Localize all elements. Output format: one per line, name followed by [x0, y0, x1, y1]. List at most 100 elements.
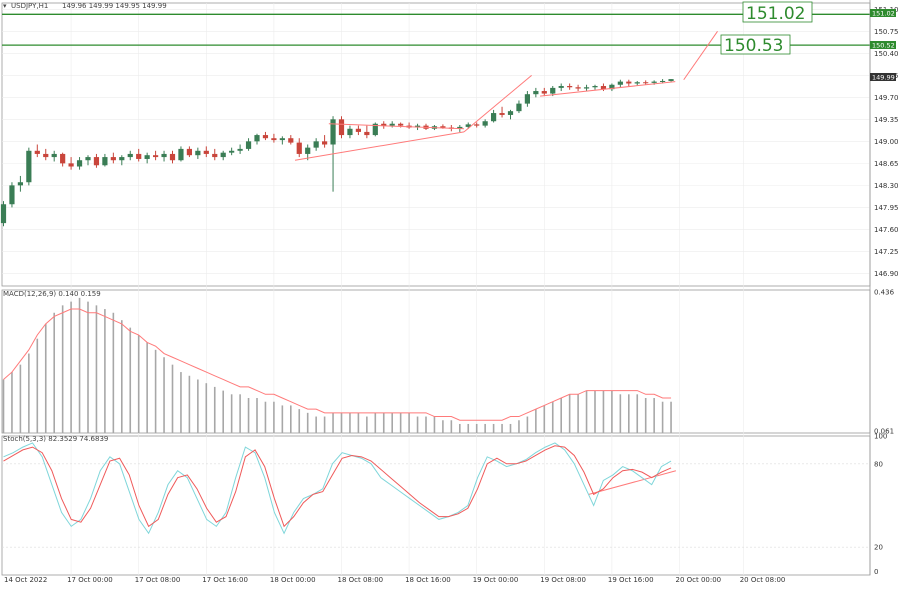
candles-layer [0, 79, 674, 227]
candle-body [85, 157, 91, 161]
y-tick-label: 147.25 [874, 248, 899, 256]
candle-body [634, 82, 640, 84]
y-tick-label: 148.65 [874, 160, 899, 168]
candle-body [541, 91, 547, 94]
candle-body [110, 157, 116, 161]
level-label-lower: 150.53 [720, 34, 791, 56]
candle-body [178, 148, 184, 161]
stoch-trendline[interactable] [588, 470, 677, 495]
candle-body [440, 126, 446, 128]
candle-body [364, 131, 370, 136]
candle-body [51, 153, 57, 158]
candle-body [600, 86, 607, 90]
stoch-y-tick-label: 20 [874, 544, 883, 552]
candle-body [9, 185, 15, 205]
stoch-legend: Stoch(5,3,3) 82.3529 74.6839 [3, 435, 108, 443]
candle-body [338, 119, 345, 136]
candle-body [322, 141, 328, 145]
price-trendline[interactable] [294, 131, 465, 161]
candle-body [262, 135, 269, 139]
y-tick-label: 149.70 [874, 94, 899, 102]
stoch-y-tick-label: 80 [874, 460, 883, 468]
candle-body [491, 113, 497, 122]
candle-body [0, 204, 7, 224]
level-label-lower-text: 150.53 [724, 36, 783, 56]
candle-body [651, 81, 657, 83]
candle-body [482, 121, 488, 126]
stoch-layer [2, 442, 870, 548]
price-trendline[interactable] [463, 74, 532, 133]
stoch-y-tick-label: 0 [874, 568, 878, 576]
x-tick-label: 19 Oct 08:00 [540, 576, 586, 584]
y-tick-label: 148.30 [874, 182, 899, 190]
candle-body [355, 128, 361, 132]
candle-body [524, 94, 530, 104]
candle-body [26, 150, 32, 183]
price-trendline[interactable] [328, 123, 465, 130]
candle-body [381, 123, 387, 126]
macd-signal-line [3, 308, 672, 421]
candle-body [254, 135, 260, 142]
candle-body [347, 128, 353, 136]
candle-body [102, 157, 108, 166]
grid-layer [1, 2, 871, 576]
candle-body [372, 123, 378, 136]
candle-body [245, 141, 252, 149]
candle-body [465, 124, 471, 127]
candle-body [161, 153, 167, 158]
candle-body [195, 150, 201, 156]
price-trendline[interactable] [540, 81, 676, 97]
candle-body [169, 153, 176, 161]
stoch-d-line [3, 445, 672, 528]
x-tick-label: 18 Oct 00:00 [270, 576, 316, 584]
x-tick-label: 14 Oct 2022 [4, 576, 47, 584]
symbol-dropdown-icon[interactable]: ▾ [3, 2, 7, 10]
symbol-label: USDJPY,H1 [11, 2, 48, 10]
candle-body [668, 79, 674, 81]
candle-body [583, 87, 590, 89]
x-tick-label: 18 Oct 16:00 [405, 576, 451, 584]
candle-body [136, 153, 142, 159]
stoch-y-tick-label: 100 [874, 433, 887, 441]
candle-body [660, 80, 666, 82]
candle-body [305, 147, 311, 154]
price-tag-current [870, 73, 896, 81]
candle-body [474, 124, 480, 126]
price-tag-lower [870, 41, 896, 49]
macd-y-tick-label: 0.061 [874, 428, 894, 436]
candle-body [558, 86, 564, 88]
candle-body [229, 150, 235, 153]
candle-body [237, 148, 243, 151]
candle-body [153, 155, 159, 158]
x-tick-label: 20 Oct 08:00 [740, 576, 786, 584]
price-tag-upper [870, 9, 896, 17]
x-tick-label: 19 Oct 16:00 [608, 576, 654, 584]
candle-body [617, 81, 623, 85]
y-tick-label: 147.95 [874, 204, 899, 212]
x-tick-label: 17 Oct 00:00 [67, 576, 113, 584]
candle-body [76, 160, 83, 167]
price-tag-current-text: 149.99 [872, 74, 895, 82]
candle-body [127, 153, 133, 158]
y-tick-label: 149.00 [874, 138, 899, 146]
y-tick-label: 149.35 [874, 116, 899, 124]
x-tick-label: 20 Oct 00:00 [676, 576, 722, 584]
candle-body [457, 126, 463, 129]
candle-body [575, 87, 581, 89]
candle-body [212, 153, 218, 158]
candle-body [516, 103, 522, 112]
x-tick-label: 17 Oct 16:00 [202, 576, 248, 584]
price-tag-lower-text: 150.52 [872, 42, 895, 50]
candle-body [567, 86, 573, 88]
candle-body [296, 142, 302, 154]
y-tick-label: 150.40 [874, 50, 899, 58]
candle-body [507, 111, 514, 115]
candle-body [288, 138, 294, 143]
price-trendline[interactable] [683, 31, 718, 81]
candle-body [330, 119, 336, 145]
candle-body [499, 113, 505, 115]
trendlines-layer[interactable] [294, 31, 718, 495]
candle-body [313, 141, 319, 148]
